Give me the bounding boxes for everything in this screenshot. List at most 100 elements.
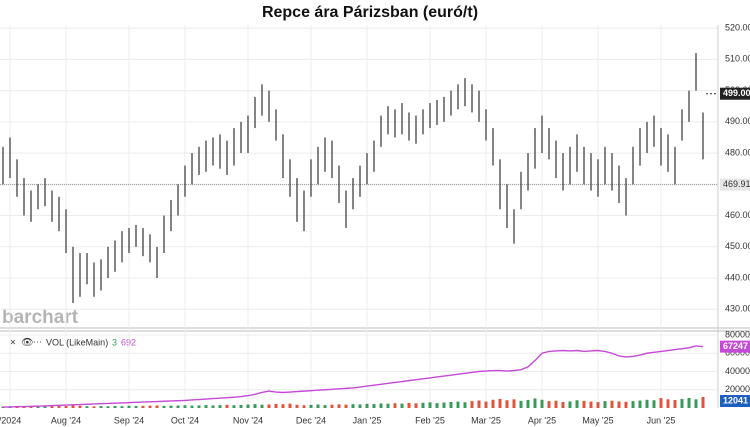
y-tick-label: 450.00 [725,241,750,251]
y-tick-label: 430.00 [725,304,750,314]
volume-bar [610,400,614,408]
volume-bar [225,404,229,408]
x-tick-label: /2024 [0,415,21,425]
volume-bar [617,401,621,408]
volume-bar [561,402,565,408]
volume-bar [470,401,474,408]
volume-bar [568,401,572,408]
volume-bar [309,404,313,408]
volume-bar [288,403,292,408]
volume-bar [190,405,194,408]
volume-bar [330,404,334,408]
x-tick-label: Dec '24 [296,415,326,425]
eye-icon[interactable]: 👁 [21,338,34,349]
volume-bar [120,406,124,408]
volume-bar [407,402,411,408]
volume-bar [99,406,103,408]
volume-bar [400,403,404,408]
last-price-label: 499.00 [723,88,750,98]
legend-value: 3 [112,337,117,347]
volume-bar [274,403,278,408]
volume-bar [694,399,698,408]
line-end-label: 67247 [723,341,748,351]
y-tick-label: 460.00 [725,210,750,220]
volume-bar [358,404,362,408]
volume-bar [155,405,159,408]
volume-bar [218,405,222,408]
volume-bar [113,405,117,408]
bar-label-box [720,395,750,408]
volume-bar [414,403,418,408]
volume-bar [92,406,96,408]
volume-bar [302,405,306,408]
volume-bar [106,406,110,408]
volume-bar [169,405,173,408]
volume-bar [197,405,201,408]
volume-bar [589,401,593,408]
volume-bar [701,397,705,408]
volume-bar [351,404,355,408]
volume-bar [183,405,187,408]
volume-bar [533,398,537,408]
volume-bar [449,401,453,408]
volume-bar [148,405,152,408]
volume-bar [239,404,243,408]
y-tick-label: 510.00 [725,54,750,64]
x-tick-label: Jan '25 [353,415,382,425]
volume-bar [246,404,250,408]
y-tick-label: 80000 [725,329,750,339]
volume-bar [421,402,425,408]
volume-bar [281,404,285,408]
volume-bar [659,398,663,408]
volume-bar [603,401,607,408]
volume-bar [127,405,131,408]
volume-bar [260,404,264,408]
volume-bar [337,404,341,408]
volume-bar [393,403,397,408]
volume-bar [253,404,257,408]
volume-bar [477,400,481,408]
volume-bar [463,402,467,408]
volume-bar [316,404,320,408]
volume-bar [540,399,544,408]
close-icon[interactable]: × [10,338,16,349]
volume-bar [57,405,61,408]
reference-label: 469.91 [723,179,750,189]
volume-bar [162,405,166,408]
volume-bar [512,399,516,408]
volume-bar [638,400,642,408]
volume-bar [267,404,271,408]
x-tick-label: Nov '24 [233,415,263,425]
volume-bar [526,399,530,408]
volume-bar [365,403,369,408]
x-tick-label: Mar '25 [471,415,501,425]
x-tick-label: Aug '24 [51,415,81,425]
volume-bar [547,401,551,408]
bar-end-label: 12041 [723,395,748,405]
line-label-box [720,340,750,353]
volume-bar [645,399,649,408]
volume-bar [372,404,376,408]
volume-bar [85,406,89,408]
volume-bar [428,402,432,408]
volume-bar [323,405,327,408]
volume-bar [666,399,670,408]
y-tick-label: 480.00 [725,147,750,157]
volume-bar [295,404,299,408]
volume-bar [379,403,383,408]
x-tick-label: Oct '24 [171,415,199,425]
volume-bar [680,398,684,408]
y-tick-label: 20000 [725,384,750,394]
volume-bar [78,405,82,408]
volume-bar [673,399,677,408]
volume-bar [505,400,509,408]
volume-bar [456,401,460,408]
menu-icon[interactable]: ··· [33,336,42,346]
reference-label-box [720,178,750,191]
y-tick-label: 490.00 [725,116,750,126]
volume-bar [687,397,691,408]
volume-bar [582,400,586,408]
volume-bar [50,406,54,408]
